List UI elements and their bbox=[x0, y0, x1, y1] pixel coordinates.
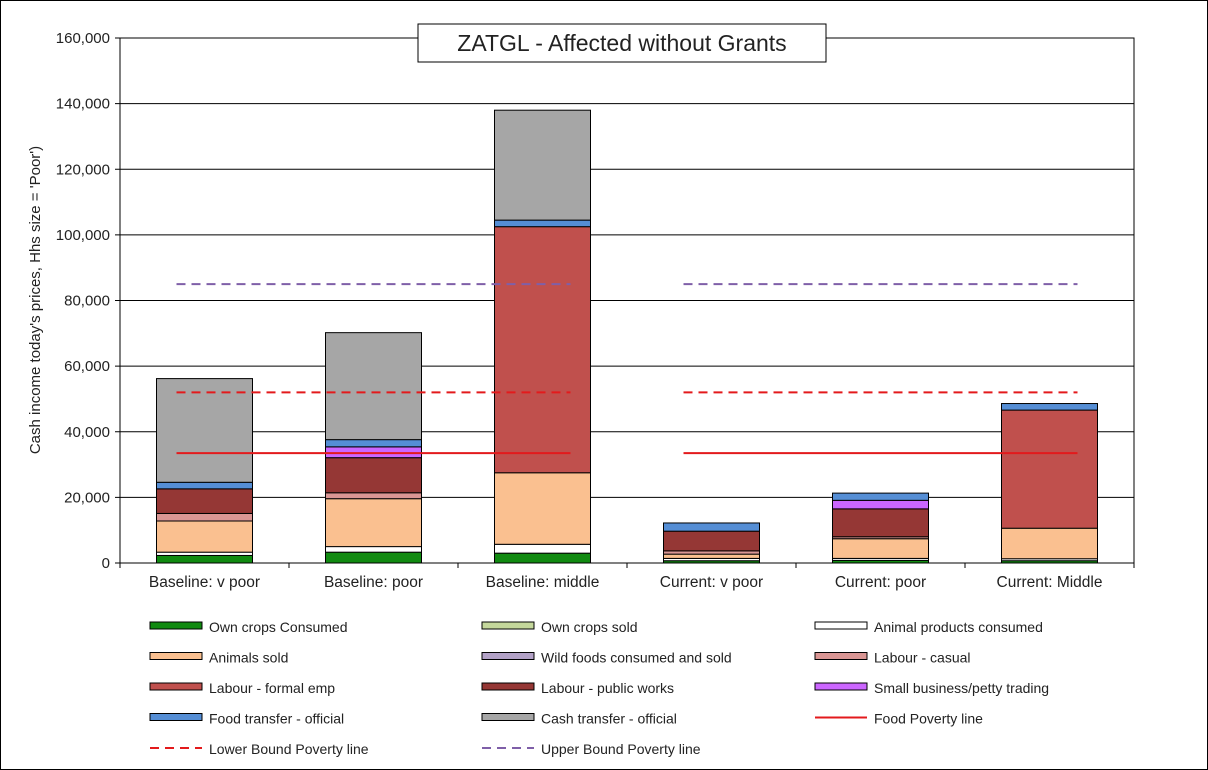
stacked-bars bbox=[156, 109, 1098, 564]
bar-segment bbox=[494, 543, 591, 554]
poverty-lines bbox=[176, 283, 1078, 455]
legend-swatch bbox=[149, 621, 203, 630]
x-tick-label: Current: Middle bbox=[997, 574, 1103, 591]
y-tick-label: 120,000 bbox=[56, 161, 110, 178]
bar-segment bbox=[156, 488, 253, 514]
legend: Own crops Consumed Own crops sold Animal p… bbox=[149, 619, 1049, 757]
bar-segment bbox=[494, 219, 591, 228]
bar-segment bbox=[494, 552, 591, 564]
gridlines bbox=[120, 37, 1134, 498]
x-axis: Baseline: v poor Baseline: poor Baseline: … bbox=[119, 563, 1135, 591]
legend-swatch bbox=[481, 621, 535, 630]
bar-segment bbox=[325, 457, 422, 494]
legend-swatch bbox=[814, 652, 868, 660]
legend-label: Labour - public works bbox=[541, 680, 674, 696]
legend-swatch bbox=[481, 713, 535, 721]
bar-segment bbox=[663, 553, 760, 559]
legend-label: Own crops sold bbox=[541, 619, 637, 635]
x-tick-label: Current: v poor bbox=[660, 574, 763, 591]
chart-title-box: ZATGL - Affected without Grants bbox=[417, 23, 827, 63]
x-tick-label: Baseline: middle bbox=[486, 574, 600, 591]
bar-segment bbox=[494, 226, 591, 474]
bar-segment bbox=[156, 512, 253, 522]
bar-segment bbox=[1001, 409, 1098, 529]
bar-segment bbox=[156, 554, 253, 564]
legend-swatch bbox=[814, 682, 868, 691]
legend-swatch bbox=[149, 713, 203, 721]
bar-segment bbox=[494, 109, 591, 221]
y-tick-label: 100,000 bbox=[56, 227, 110, 244]
legend-label: Own crops Consumed bbox=[209, 619, 348, 635]
x-tick-label: Baseline: poor bbox=[324, 574, 423, 591]
y-tick-label: 80,000 bbox=[64, 293, 110, 310]
legend-label: Labour - casual bbox=[874, 650, 971, 666]
bar-segment bbox=[663, 530, 760, 552]
bar-segment bbox=[325, 492, 422, 500]
bar-segment bbox=[832, 508, 929, 538]
bar-segment bbox=[832, 492, 929, 501]
legend-label: Lower Bound Poverty line bbox=[209, 741, 369, 757]
legend-swatch bbox=[149, 682, 203, 691]
bar-segment bbox=[156, 378, 253, 483]
x-tick-label: Current: poor bbox=[835, 574, 926, 591]
bar-segment bbox=[325, 551, 422, 564]
y-tick-label: 20,000 bbox=[64, 489, 110, 506]
bar-segment bbox=[494, 472, 591, 545]
bar-segment bbox=[325, 546, 422, 553]
bar-segment bbox=[1001, 527, 1098, 560]
legend-label: Cash transfer - official bbox=[541, 711, 677, 727]
bar-segment bbox=[832, 538, 929, 559]
y-tick-label: 60,000 bbox=[64, 358, 110, 375]
bar-segment bbox=[325, 498, 422, 548]
legend-swatch bbox=[481, 682, 535, 691]
legend-label: Animal products consumed bbox=[874, 619, 1043, 635]
y-tick-label: 0 bbox=[102, 555, 110, 572]
legend-swatch bbox=[149, 652, 203, 660]
bar-segment bbox=[325, 332, 422, 441]
bar-segment bbox=[325, 439, 422, 448]
legend-label: Food Poverty line bbox=[874, 711, 983, 727]
y-tick-label: 160,000 bbox=[56, 30, 110, 47]
legend-label: Upper Bound Poverty line bbox=[541, 741, 701, 757]
legend-label: Labour - formal emp bbox=[209, 680, 335, 696]
bar-segment bbox=[663, 522, 760, 532]
legend-label: Food transfer - official bbox=[209, 711, 344, 727]
bar-segment bbox=[832, 499, 929, 510]
bar-segment bbox=[156, 481, 253, 490]
bar-segment bbox=[1001, 403, 1098, 411]
y-axis-label: Cash income today's prices, Hhs size = '… bbox=[27, 146, 44, 454]
legend-swatch bbox=[481, 652, 535, 660]
legend-label: Animals sold bbox=[209, 650, 288, 666]
bar-segment bbox=[156, 520, 253, 553]
chart-title: ZATGL - Affected without Grants bbox=[457, 30, 786, 56]
y-tick-label: 40,000 bbox=[64, 424, 110, 441]
legend-label: Small business/petty trading bbox=[874, 680, 1049, 696]
y-axis: 0 20,000 40,000 60,000 80,000 100,000 120,000 1… bbox=[56, 30, 120, 572]
legend-swatch bbox=[814, 621, 868, 630]
y-tick-label: 140,000 bbox=[56, 96, 110, 113]
x-tick-label: Baseline: v poor bbox=[149, 574, 260, 591]
legend-label: Wild foods consumed and sold bbox=[541, 650, 732, 666]
